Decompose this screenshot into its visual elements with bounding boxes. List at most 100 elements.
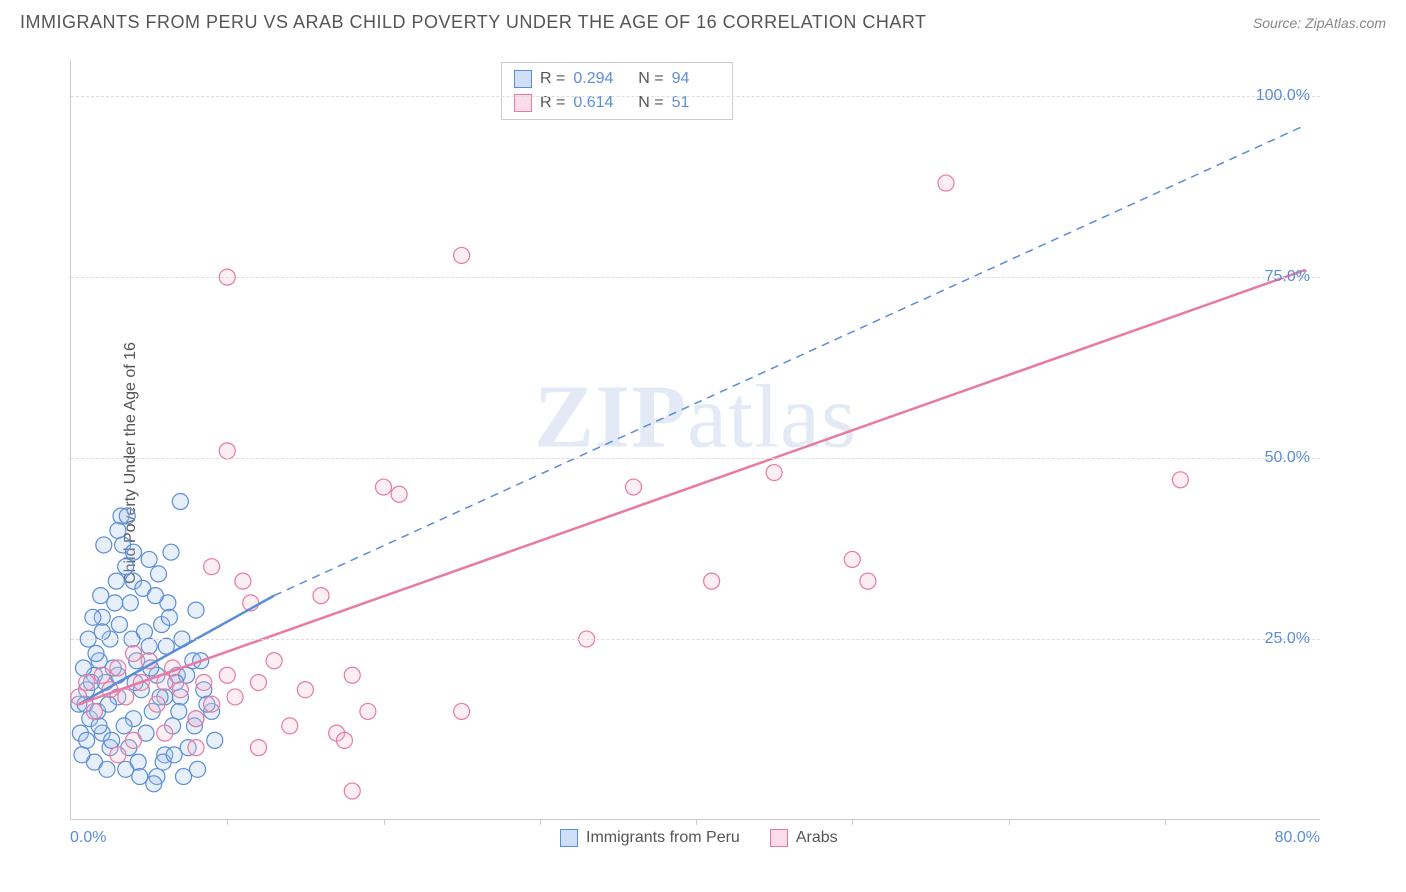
scatter-point xyxy=(844,551,860,567)
scatter-point xyxy=(74,747,90,763)
scatter-point xyxy=(204,559,220,575)
scatter-point xyxy=(110,660,126,676)
legend-correlation: R = 0.294 N = 94 R = 0.614 N = 51 xyxy=(501,62,733,120)
gridline xyxy=(71,277,1320,278)
scatter-point xyxy=(188,602,204,618)
scatter-point xyxy=(336,732,352,748)
scatter-point xyxy=(161,609,177,625)
scatter-point xyxy=(938,175,954,191)
scatter-point xyxy=(176,769,192,785)
scatter-point xyxy=(132,769,148,785)
scatter-point xyxy=(166,747,182,763)
scatter-point xyxy=(126,732,142,748)
legend-item-peru: Immigrants from Peru xyxy=(560,829,740,847)
scatter-point xyxy=(204,696,220,712)
plot-svg xyxy=(71,60,1320,819)
n-value-peru: 94 xyxy=(672,67,720,91)
legend-item-arabs: Arabs xyxy=(770,829,838,847)
scatter-point xyxy=(136,624,152,640)
y-tick-label: 25.0% xyxy=(1265,630,1310,648)
scatter-point xyxy=(626,479,642,495)
scatter-point xyxy=(454,247,470,263)
y-tick-label: 50.0% xyxy=(1265,449,1310,467)
scatter-point xyxy=(126,544,142,560)
legend-label-peru: Immigrants from Peru xyxy=(586,829,740,847)
scatter-point xyxy=(860,573,876,589)
scatter-point xyxy=(88,646,104,662)
legend-row-arabs: R = 0.614 N = 51 xyxy=(514,91,720,115)
scatter-point xyxy=(344,667,360,683)
y-tick-label: 100.0% xyxy=(1256,87,1310,105)
scatter-point xyxy=(151,566,167,582)
n-label: N = xyxy=(629,67,663,91)
scatter-point xyxy=(108,573,124,589)
scatter-point xyxy=(118,559,134,575)
x-axis-max-label: 80.0% xyxy=(1275,829,1320,847)
gridline xyxy=(71,96,1320,97)
scatter-point xyxy=(79,732,95,748)
n-value-arabs: 51 xyxy=(672,91,720,115)
scatter-point xyxy=(101,696,117,712)
scatter-point xyxy=(94,624,110,640)
scatter-point xyxy=(157,725,173,741)
scatter-point xyxy=(1172,472,1188,488)
chart-container: Child Poverty Under the Age of 16 ZIPatl… xyxy=(20,50,1386,875)
scatter-point xyxy=(188,711,204,727)
scatter-point xyxy=(86,703,102,719)
scatter-point xyxy=(297,682,313,698)
scatter-point xyxy=(141,551,157,567)
scatter-point xyxy=(227,689,243,705)
plot-area: ZIPatlas R = 0.294 N = 94 R = 0.614 N = … xyxy=(70,60,1320,820)
scatter-point xyxy=(360,703,376,719)
x-axis-origin-label: 0.0% xyxy=(70,829,106,847)
scatter-point xyxy=(91,718,107,734)
scatter-point xyxy=(118,689,134,705)
scatter-point xyxy=(96,537,112,553)
scatter-point xyxy=(266,653,282,669)
scatter-point xyxy=(207,732,223,748)
x-tick xyxy=(384,819,385,825)
scatter-point xyxy=(344,783,360,799)
scatter-point xyxy=(282,718,298,734)
scatter-point xyxy=(190,761,206,777)
legend-bottom: Immigrants from Peru Arabs xyxy=(560,829,838,847)
x-tick xyxy=(1165,819,1166,825)
scatter-point xyxy=(196,674,212,690)
scatter-point xyxy=(110,747,126,763)
swatch-peru xyxy=(560,829,578,847)
scatter-point xyxy=(376,479,392,495)
chart-title: IMMIGRANTS FROM PERU VS ARAB CHILD POVER… xyxy=(20,12,927,33)
x-tick xyxy=(696,819,697,825)
scatter-point xyxy=(251,740,267,756)
scatter-point xyxy=(251,674,267,690)
scatter-point xyxy=(107,595,123,611)
scatter-point xyxy=(116,718,132,734)
scatter-point xyxy=(76,660,92,676)
scatter-point xyxy=(454,703,470,719)
scatter-point xyxy=(146,776,162,792)
x-tick xyxy=(1009,819,1010,825)
scatter-point xyxy=(122,595,138,611)
scatter-point xyxy=(171,703,187,719)
scatter-point xyxy=(188,740,204,756)
y-tick-label: 75.0% xyxy=(1265,268,1310,286)
swatch-peru xyxy=(514,70,532,88)
scatter-point xyxy=(94,667,110,683)
scatter-point xyxy=(93,588,109,604)
scatter-point xyxy=(704,573,720,589)
r-label: R = xyxy=(540,67,565,91)
scatter-point xyxy=(313,588,329,604)
swatch-arabs xyxy=(770,829,788,847)
gridline xyxy=(71,639,1320,640)
scatter-point xyxy=(391,486,407,502)
scatter-point xyxy=(99,761,115,777)
x-tick xyxy=(540,819,541,825)
scatter-point xyxy=(149,696,165,712)
scatter-point xyxy=(111,617,127,633)
regression-line-extrapolated xyxy=(274,125,1305,595)
scatter-point xyxy=(219,667,235,683)
chart-source: Source: ZipAtlas.com xyxy=(1253,15,1386,31)
scatter-point xyxy=(110,522,126,538)
scatter-point xyxy=(130,754,146,770)
scatter-point xyxy=(119,508,135,524)
